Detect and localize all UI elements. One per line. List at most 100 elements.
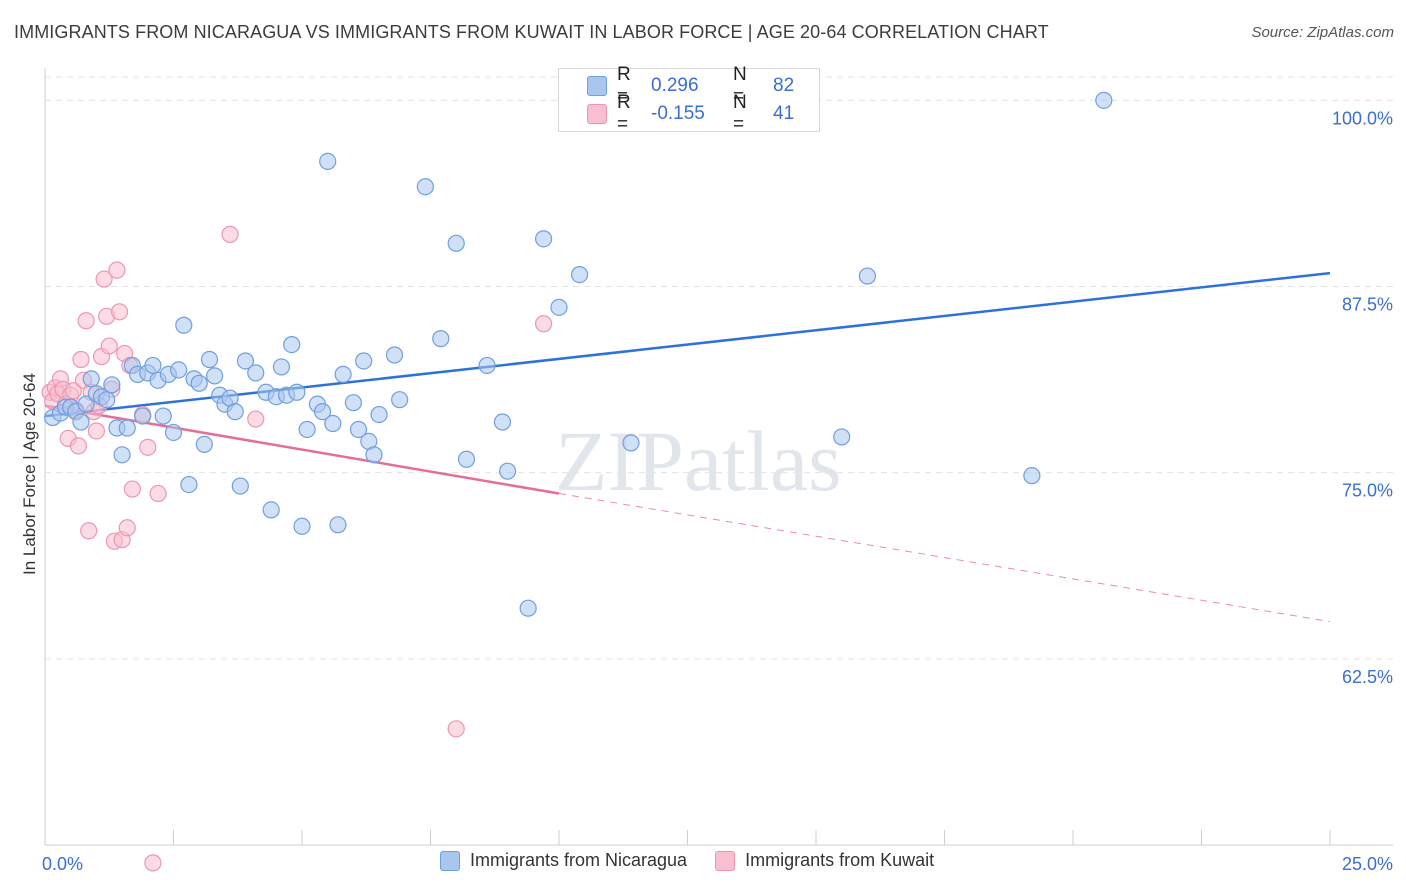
nicaragua-point xyxy=(247,364,265,382)
axes xyxy=(44,68,1393,846)
nicaragua-point xyxy=(313,403,332,421)
kuwait-point xyxy=(534,315,553,333)
nicaragua-point xyxy=(478,356,496,375)
nicaragua-point xyxy=(519,599,537,617)
nicaragua-point xyxy=(190,374,208,392)
nicaragua-point xyxy=(385,346,404,364)
nicaragua-point xyxy=(164,423,183,442)
n-value: 41 xyxy=(773,103,795,124)
y-tick-label: 62.5% xyxy=(1342,667,1393,687)
kuwait-point xyxy=(77,312,95,330)
nicaragua-point xyxy=(175,316,193,334)
nicaragua-point xyxy=(319,152,337,171)
kuwait-point xyxy=(221,225,239,243)
y-axis-label-wrap: In Labor Force | Age 20-64 xyxy=(20,373,40,595)
nicaragua-point xyxy=(262,501,280,519)
nicaragua-point xyxy=(298,420,316,439)
r-label: R = xyxy=(617,64,631,107)
nicaragua-point xyxy=(833,428,851,446)
nicaragua-point xyxy=(391,391,409,409)
nicaragua-legend-swatch xyxy=(440,850,460,871)
tick-labels: 62.5% 75.0% 87.5% 100.0% 0.0% 25.0% xyxy=(42,108,1393,874)
nicaragua-point xyxy=(334,365,352,383)
legend: Immigrants from Nicaragua Immigrants fro… xyxy=(440,850,962,871)
kuwait-point xyxy=(447,720,465,738)
chart-title: IMMIGRANTS FROM NICARAGUA VS IMMIGRANTS … xyxy=(14,22,1049,42)
x-tick-label: 25.0% xyxy=(1342,854,1393,874)
kuwait-point xyxy=(87,422,106,440)
nicaragua-point xyxy=(77,395,95,413)
nicaragua-point xyxy=(432,330,450,348)
nicaragua-point xyxy=(349,420,368,439)
nicaragua-point xyxy=(550,298,568,316)
nicaragua-point xyxy=(858,267,877,285)
nicaragua-point xyxy=(231,477,249,495)
kuwait-point xyxy=(247,410,265,428)
nicaragua-point xyxy=(206,367,224,385)
kuwait-point xyxy=(144,854,162,872)
nicaragua-point xyxy=(98,391,116,409)
nicaragua-point xyxy=(195,435,213,453)
nicaragua-point xyxy=(1023,467,1041,485)
nicaragua-point xyxy=(144,356,162,375)
kuwait-point xyxy=(69,437,88,455)
nicaragua-point xyxy=(622,434,640,452)
nicaragua-point xyxy=(72,413,90,431)
y-tick-label: 87.5% xyxy=(1342,295,1393,315)
kuwait-point xyxy=(80,522,98,540)
stats-box: R = 0.296 N = 82 R = -0.155 N = 41 xyxy=(558,64,820,135)
nicaragua-point xyxy=(355,352,373,370)
y-tick-label: 100.0% xyxy=(1332,108,1393,128)
r-label: R = xyxy=(617,92,631,135)
nicaragua-point xyxy=(170,361,188,379)
y-axis-label: In Labor Force | Age 20-64 xyxy=(20,373,39,575)
nicaragua-point xyxy=(447,234,465,252)
nicaragua-point xyxy=(272,358,291,376)
nicaragua-point xyxy=(344,394,362,412)
legend-item-kuwait: Immigrants from Kuwait xyxy=(715,850,934,871)
nicaragua-point xyxy=(370,405,388,424)
nicaragua-point xyxy=(416,178,434,196)
nicaragua-point xyxy=(365,446,383,464)
kuwait-trend-extension xyxy=(558,493,1331,623)
nicaragua-point xyxy=(293,517,311,535)
kuwait-swatch xyxy=(587,104,607,124)
kuwait-point xyxy=(123,480,141,498)
kuwait-point xyxy=(95,270,113,288)
kuwait-point xyxy=(72,350,90,369)
nicaragua-point xyxy=(118,419,136,437)
nicaragua-point xyxy=(82,370,100,388)
n-label: N = xyxy=(733,92,747,135)
kuwait-point xyxy=(64,382,82,400)
nicaragua-point xyxy=(324,414,342,433)
nicaragua-point xyxy=(103,376,121,394)
nicaragua-point xyxy=(534,230,553,248)
legend-item-nicaragua: Immigrants from Nicaragua xyxy=(440,850,687,871)
kuwait-point xyxy=(100,337,118,355)
n-value: 82 xyxy=(773,75,795,96)
legend-label-kuwait: Immigrants from Kuwait xyxy=(745,850,935,870)
n-label: N = xyxy=(733,64,747,107)
kuwait-legend-swatch xyxy=(715,850,736,871)
nicaragua-point xyxy=(180,475,198,494)
nicaragua-swatch xyxy=(587,76,607,96)
r-value: 0.296 xyxy=(651,75,699,96)
nicaragua-point xyxy=(499,462,517,480)
nicaragua-point xyxy=(329,516,347,534)
x-tick-label: 0.0% xyxy=(42,854,83,874)
nicaragua-point xyxy=(200,350,219,369)
legend-label-nicaragua: Immigrants from Nicaragua xyxy=(470,850,688,870)
nicaragua-point xyxy=(154,407,172,425)
kuwait-point xyxy=(149,484,167,503)
watermark: ZIPatlas xyxy=(555,413,842,509)
nicaragua-point xyxy=(493,413,512,431)
nicaragua-point xyxy=(283,335,301,354)
nicaragua-point xyxy=(288,383,306,401)
nicaragua-point xyxy=(134,407,152,425)
nicaragua-point xyxy=(236,352,255,370)
source-credit: Source: ZipAtlas.com xyxy=(1251,24,1394,41)
nicaragua-point xyxy=(1095,91,1113,109)
y-tick-label: 75.0% xyxy=(1342,481,1393,501)
r-value: -0.155 xyxy=(651,103,705,124)
